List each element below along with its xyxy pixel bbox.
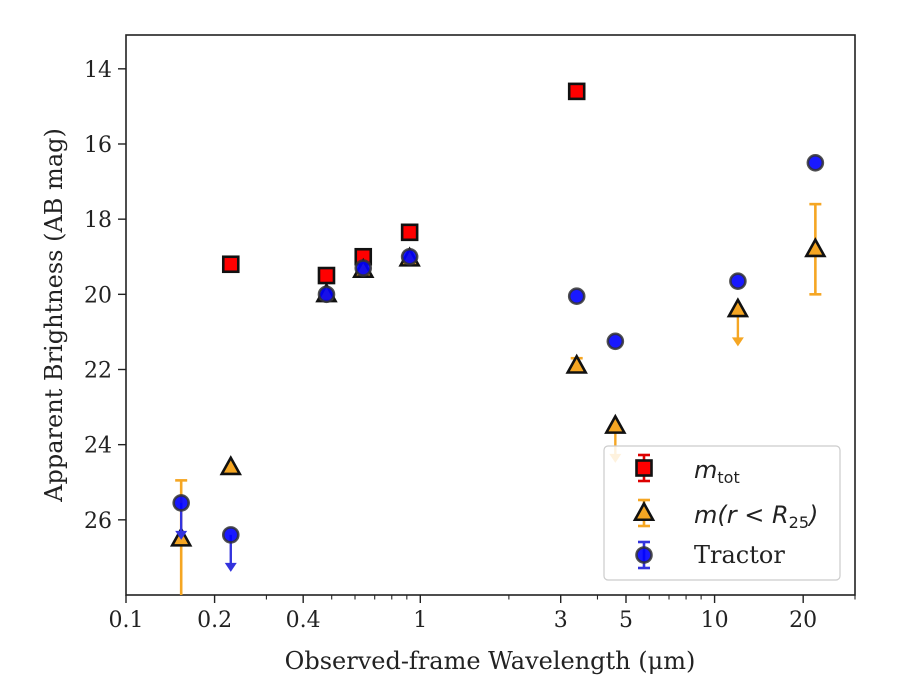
marker-circle (221, 526, 240, 544)
marker-circle (400, 247, 419, 266)
y-tick-label: 22 (84, 358, 112, 383)
marker-triangle (604, 413, 627, 434)
marker-triangle (565, 353, 588, 374)
data-point (317, 266, 336, 285)
legend-label-mr25: m(r < R25) (694, 501, 818, 532)
x-tick-label: 10 (701, 608, 729, 633)
marker-circle (354, 259, 373, 277)
x-tick-label: 0.1 (109, 608, 144, 633)
x-tick-label: 3 (554, 608, 568, 633)
data-point (400, 247, 419, 266)
y-tick-label: 16 (84, 133, 112, 158)
data-point (219, 455, 242, 476)
axes: 0.1 0.2 0.4 1 3 5 10 20 14 16 18 20 22 24 26 (84, 34, 856, 633)
marker-circle (567, 287, 586, 306)
marker-circle (729, 272, 747, 290)
data-point (221, 526, 240, 572)
legend-handle-square (635, 453, 653, 483)
data-point (726, 297, 750, 347)
legend-handle-triangle (632, 498, 656, 528)
y-tick-label: 18 (84, 208, 112, 233)
legend: mtot m(r < R25) Tractor (603, 445, 841, 581)
marker-square (317, 266, 336, 285)
marker-square (567, 82, 586, 101)
data-point (400, 223, 419, 242)
marker-circle (635, 546, 653, 564)
marker-triangle (219, 455, 242, 476)
data-point (606, 332, 625, 351)
upper-limit-arrowhead (175, 530, 188, 540)
data-point (565, 353, 588, 374)
upper-limit-arrowhead (731, 337, 744, 347)
data-point (804, 202, 827, 296)
x-tick-label: 5 (619, 608, 633, 633)
marker-square (635, 459, 653, 477)
marker-square (221, 255, 240, 274)
x-tick-label: 20 (789, 608, 817, 633)
y-axis-label: Apparent Brightness (AB mag) (40, 128, 68, 503)
marker-triangle (632, 500, 656, 522)
y-tick-label: 24 (84, 434, 112, 459)
x-tick-label: 1 (413, 608, 427, 633)
marker-triangle (804, 237, 827, 258)
legend-handle-circle (635, 540, 653, 570)
y-tick-label: 26 (84, 509, 112, 534)
legend-label-mtot: mtot (694, 456, 740, 487)
x-axis-label: Observed-frame Wavelength (μm) (285, 647, 696, 675)
marker-triangle (726, 297, 750, 318)
marker-circle (606, 332, 625, 351)
legend-label-tractor: Tractor (694, 541, 785, 569)
y-tick-label: 20 (84, 283, 112, 308)
plot-frame (125, 34, 856, 596)
x-tick-label: 0.4 (286, 608, 321, 633)
data-point (172, 494, 190, 540)
marker-circle (806, 153, 825, 172)
data-point (567, 287, 586, 306)
marker-circle (317, 285, 336, 304)
x-tick-label: 0.2 (197, 608, 232, 633)
data-point (567, 82, 586, 101)
series-circle (172, 153, 825, 572)
y-tick-label: 14 (84, 58, 112, 83)
data-point (221, 255, 240, 274)
data-point (806, 153, 825, 172)
data-point (317, 285, 336, 304)
series-square (221, 82, 586, 285)
upper-limit-arrowhead (224, 562, 237, 572)
marker-square (400, 223, 419, 242)
marker-circle (172, 494, 190, 512)
data-point (354, 259, 373, 277)
data-point (729, 272, 747, 290)
legend-box (603, 445, 841, 581)
